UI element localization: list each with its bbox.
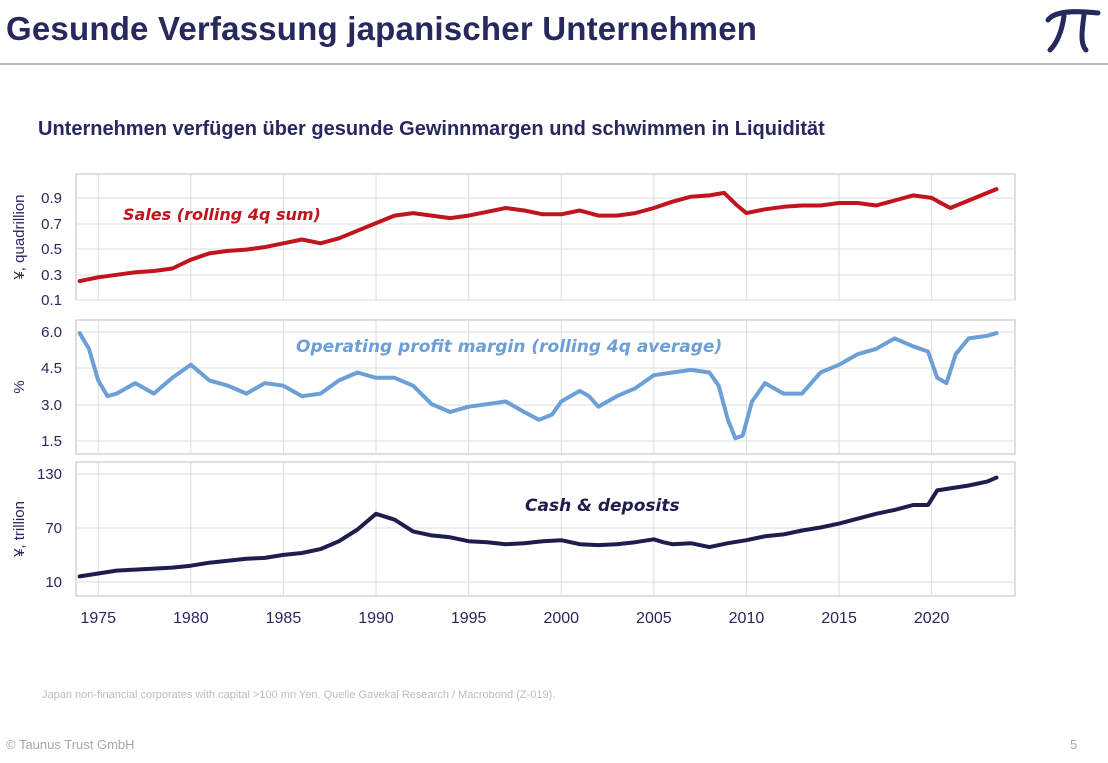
y-axis-label: ¥, trillion	[11, 501, 28, 558]
x-tick-label: 2015	[821, 610, 857, 627]
x-tick-label: 2000	[543, 610, 579, 627]
logo-icon	[1045, 9, 1101, 53]
y-tick-label: 0.9	[41, 190, 62, 207]
series-line	[77, 187, 999, 284]
x-tick-label: 1985	[266, 610, 302, 627]
series-line	[77, 475, 999, 579]
slide-subtitle: Unternehmen verfügen über gesunde Gewinn…	[38, 118, 825, 140]
y-tick-label: 4.5	[41, 360, 62, 377]
page-title: Gesunde Verfassung japanischer Unternehm…	[6, 10, 758, 47]
x-tick-label: 2010	[729, 610, 765, 627]
series-label: Cash & deposits	[525, 496, 680, 516]
x-tick-label: 1975	[80, 610, 116, 627]
x-tick-label: 1995	[451, 610, 487, 627]
y-tick-label: 6.0	[41, 324, 62, 341]
y-tick-label: 70	[45, 520, 62, 537]
series-label: Sales (rolling 4q sum)	[123, 205, 321, 224]
chart: 0.9 0.7 0.5 0.3 0.1 ¥, quadrillion Sales (roll…	[11, 173, 1016, 627]
source-note: Japan non-financial corporates with capi…	[42, 689, 556, 701]
x-tick-label: 2020	[914, 610, 950, 627]
y-tick-label: 130	[37, 466, 62, 483]
x-tick-label: 1980	[173, 610, 209, 627]
y-tick-label: 0.5	[41, 241, 62, 258]
y-tick-label: 0.3	[41, 267, 62, 284]
x-tick-label: 2005	[636, 610, 672, 627]
y-tick-label: 10	[45, 574, 62, 591]
series-line	[77, 331, 999, 441]
y-tick-label: 0.7	[41, 216, 62, 233]
page-number: 5	[1070, 737, 1078, 752]
header-divider	[0, 63, 1108, 65]
y-tick-label: 3.0	[41, 397, 62, 414]
footer-copyright: © Taunus Trust GmbH	[6, 737, 135, 752]
y-axis-label: ¥, quadrillion	[11, 194, 28, 280]
y-tick-label: 0.1	[41, 292, 62, 309]
y-axis-label: %	[11, 380, 28, 393]
panel-frame	[75, 461, 1016, 597]
y-tick-label: 1.5	[41, 433, 62, 450]
x-tick-label: 1990	[358, 610, 394, 627]
panel-frame	[75, 173, 1016, 301]
series-label: Operating profit margin (rolling 4q aver…	[296, 337, 722, 357]
